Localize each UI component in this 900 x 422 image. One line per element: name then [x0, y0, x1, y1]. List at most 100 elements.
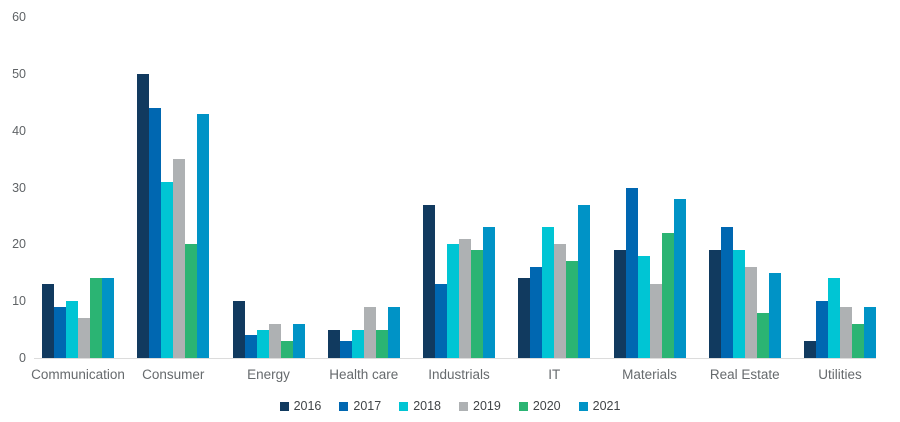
plot-area: Communication Consumer Energy Health care In…: [31, 17, 876, 382]
bar-2016-industrials: [423, 204, 435, 358]
bar-group-materials: Materials: [613, 17, 686, 382]
y-axis-tick-label-10: 10: [12, 293, 26, 308]
bar-2016-materials: [613, 250, 626, 358]
x-axis-label-industrials: Industrials: [428, 367, 490, 382]
x-axis-label-real-estate: Real Estate: [709, 367, 780, 382]
legend-label-2019: 2019: [473, 399, 501, 413]
bar-2021-health-care: [387, 306, 400, 358]
y-axis-tick-label-20: 20: [12, 237, 26, 252]
bar-2019-materials: [649, 284, 662, 358]
legend-item-2020: 2020: [518, 399, 561, 413]
bar-2020-communication: [90, 278, 102, 358]
bar-2018-health-care: [351, 329, 364, 358]
bar-2018-communication: [66, 301, 78, 358]
bar-2021-utilities: [864, 306, 876, 358]
bar-2021-industrials: [483, 227, 495, 358]
legend-item-2019: 2019: [459, 399, 501, 413]
bar-2017-health-care: [339, 340, 352, 358]
bar-2019-consumer: [173, 159, 186, 358]
legend-item-2017: 2017: [339, 399, 381, 413]
bar-2021-communication: [102, 278, 114, 358]
y-axis-tick-label-30: 30: [12, 180, 26, 195]
y-axis-tick-label-40: 40: [12, 123, 26, 138]
bar-2020-utilities: [852, 323, 864, 358]
legend-label-2018: 2018: [413, 399, 441, 413]
legend-item-2018: 2018: [399, 399, 441, 413]
bar-2020-health-care: [375, 329, 388, 358]
bar-2016-communication: [42, 284, 54, 358]
bar-group-communication: Communication: [31, 17, 125, 382]
bar-2018-it: [542, 227, 555, 358]
legend-swatch-2020: [518, 401, 528, 411]
legend-item-2016: 2016: [279, 399, 322, 413]
bar-2019-utilities: [840, 306, 852, 358]
bar-2017-consumer: [149, 107, 162, 358]
legend-swatch-2017: [339, 401, 349, 411]
bar-2021-real-estate: [768, 272, 781, 358]
bar-2016-utilities: [804, 340, 816, 358]
legend-item-2021: 2021: [578, 399, 621, 413]
bar-2021-consumer: [197, 113, 210, 358]
bar-2018-industrials: [447, 244, 459, 358]
bar-2017-energy: [244, 335, 257, 358]
bar-2017-materials: [625, 187, 638, 358]
bar-2017-utilities: [816, 301, 828, 358]
bar-group-consumer: Consumer: [137, 17, 210, 382]
bar-2021-it: [578, 204, 591, 358]
bar-group-health-care: Health care: [327, 17, 400, 382]
bar-2019-energy: [268, 323, 281, 358]
legend-swatch-2018: [399, 401, 409, 411]
legend-label-2020: 2020: [532, 399, 561, 413]
bar-2018-materials: [637, 255, 650, 358]
bar-2016-health-care: [327, 329, 340, 358]
bar-2020-industrials: [471, 250, 483, 358]
bar-2019-communication: [78, 318, 90, 358]
bar-2016-consumer: [137, 73, 150, 358]
legend: 2016 2017 2018 2019 2020 2021: [0, 399, 900, 413]
bar-2020-energy: [280, 340, 293, 358]
legend-swatch-2019: [459, 401, 468, 411]
bar-2018-real-estate: [732, 250, 745, 358]
legend-label-2021: 2021: [592, 399, 621, 413]
x-axis-label-materials: Materials: [622, 367, 677, 382]
bar-2018-consumer: [161, 181, 174, 358]
bar-2019-it: [554, 244, 567, 358]
x-axis-label-utilities: Utilities: [818, 367, 862, 382]
legend-label-2016: 2016: [293, 399, 322, 413]
bar-2016-it: [518, 278, 531, 358]
bar-2017-industrials: [435, 284, 447, 358]
legend-swatch-2016: [279, 401, 289, 411]
bar-2016-energy: [232, 301, 245, 358]
bar-2017-it: [530, 267, 543, 358]
bar-2017-real-estate: [720, 227, 733, 358]
bar-group-utilities: Utilities: [804, 17, 876, 382]
y-axis-tick-label-0: 0: [19, 350, 26, 365]
bar-group-energy: Energy: [232, 17, 305, 382]
bar-2020-real-estate: [756, 312, 769, 358]
x-axis-label-energy: Energy: [247, 367, 290, 382]
bar-group-it: IT: [518, 17, 591, 382]
bar-2018-energy: [256, 329, 269, 358]
bar-2021-energy: [292, 323, 305, 358]
bar-2017-communication: [54, 306, 66, 358]
bar-2019-real-estate: [744, 267, 757, 358]
legend-swatch-2021: [578, 401, 588, 411]
bar-2016-real-estate: [708, 250, 721, 358]
bar-2019-industrials: [459, 238, 471, 358]
x-axis-label-health-care: Health care: [329, 367, 399, 382]
bar-2020-consumer: [185, 244, 198, 358]
x-axis-label-consumer: Consumer: [142, 367, 205, 382]
bar-group-industrials: Industrials: [423, 17, 495, 382]
bar-2018-utilities: [828, 278, 840, 358]
bar-2020-it: [566, 261, 579, 358]
x-axis-label-it: IT: [548, 367, 561, 382]
bar-2020-materials: [661, 232, 674, 358]
y-axis-tick-label-60: 60: [12, 9, 26, 24]
bar-2021-materials: [673, 198, 686, 358]
legend-label-2017: 2017: [353, 399, 382, 413]
x-axis-label-communication: Communication: [31, 367, 125, 382]
bar-group-real-estate: Real Estate: [708, 17, 781, 382]
y-axis-tick-label-50: 50: [12, 66, 26, 81]
bar-2019-health-care: [363, 306, 376, 358]
